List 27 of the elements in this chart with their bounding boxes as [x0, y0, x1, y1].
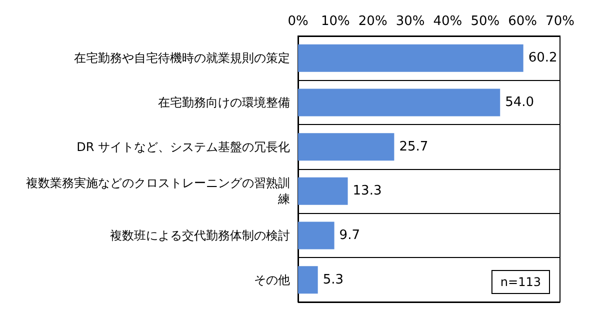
bar: [298, 222, 334, 250]
x-tick-label: 50%: [470, 14, 500, 29]
x-tick-label: 20%: [358, 14, 388, 29]
data-label: 60.2: [528, 50, 558, 66]
x-tick-label: 30%: [396, 14, 425, 29]
x-tick-label: 60%: [508, 14, 538, 29]
bar: [298, 88, 500, 116]
bar: [298, 266, 318, 294]
annotation: n=113: [500, 275, 542, 289]
y-tick-label: 複数班による交代勤務体制の検討: [110, 228, 290, 242]
x-tick-label: 40%: [433, 14, 462, 29]
bar: [298, 177, 348, 205]
y-tick-label: DR サイトなど、システム基盤の冗長化: [76, 140, 290, 154]
y-tick-label: その他: [254, 272, 290, 287]
data-label: 5.3: [322, 272, 344, 288]
x-tick-label: 10%: [320, 14, 350, 29]
y-tick-label: 複数業務実施などのクロストレーニングの習熟訓練: [26, 176, 290, 206]
bar: [298, 44, 524, 72]
y-tick-label: 在宅勤務向けの環境整備: [158, 96, 290, 110]
data-label: 25.7: [399, 139, 428, 154]
data-label: 13.3: [352, 184, 382, 199]
x-tick-label: 0%: [288, 14, 308, 29]
y-tick-label: 在宅勤務や自宅待機時の就業規則の策定: [74, 51, 290, 66]
data-label: 9.7: [339, 228, 360, 243]
data-label: 54.0: [505, 95, 534, 110]
bar: [298, 133, 394, 161]
x-tick-label: 70%: [546, 14, 574, 29]
